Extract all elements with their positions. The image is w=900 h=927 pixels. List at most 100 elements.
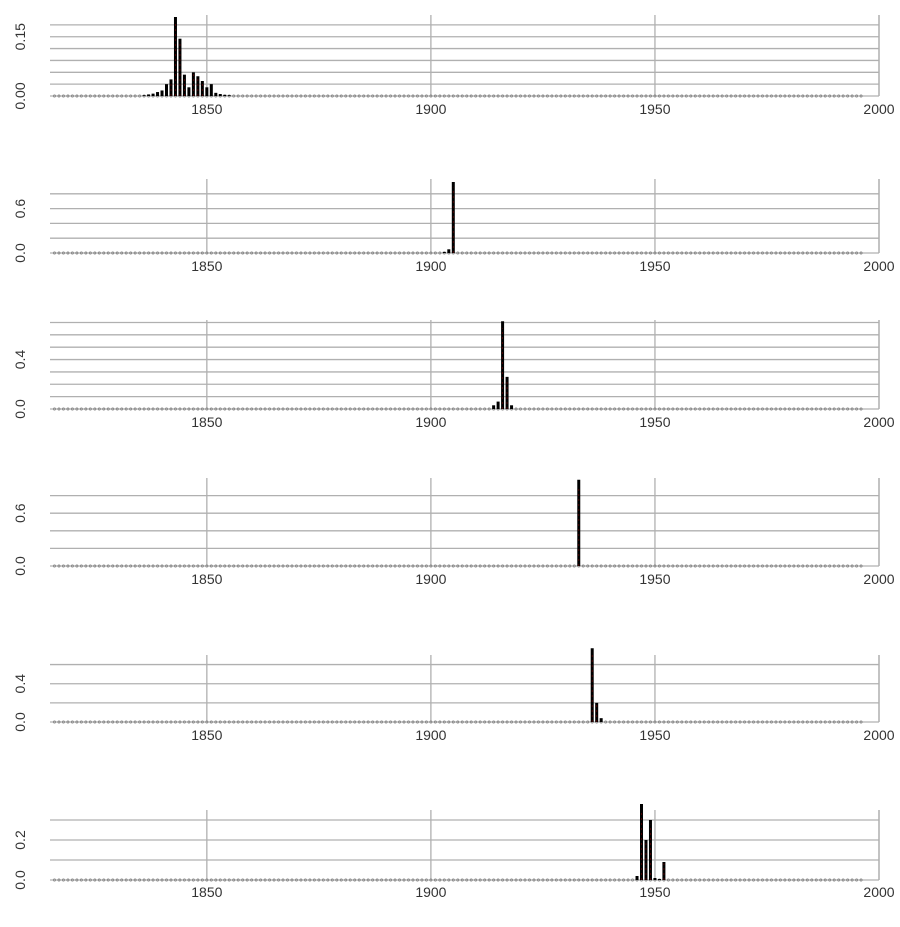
baseline-point [61, 94, 65, 98]
baseline-point [398, 407, 401, 411]
baseline-point [810, 564, 814, 568]
baseline-point [415, 878, 419, 882]
baseline-point [675, 251, 679, 255]
baseline-point [151, 878, 155, 882]
baseline-point [626, 564, 630, 568]
baseline-point [528, 251, 531, 255]
baseline-point [106, 720, 110, 724]
baseline-point [53, 878, 56, 882]
baseline-point [680, 407, 684, 411]
baseline-point [357, 564, 361, 568]
baseline-point [259, 94, 263, 98]
baseline-point [227, 720, 231, 724]
baseline-point [492, 251, 496, 255]
baseline-point [689, 720, 693, 724]
baseline-point [761, 94, 764, 98]
baseline-point [662, 251, 666, 255]
baseline-point [286, 720, 289, 724]
baseline-point [411, 564, 415, 568]
baseline-point [129, 720, 133, 724]
baseline-point [191, 407, 195, 411]
baseline-point [469, 94, 473, 98]
baseline-point [142, 251, 146, 255]
x-tick-label: 2000 [863, 727, 894, 743]
baseline-point [747, 94, 751, 98]
baseline-point [196, 720, 200, 724]
baseline-point [442, 878, 446, 882]
baseline-point [545, 878, 549, 882]
baseline-point [483, 564, 487, 568]
baseline-point [478, 251, 482, 255]
baseline-point [308, 878, 312, 882]
baseline-point [102, 94, 106, 98]
baseline-point [671, 407, 675, 411]
baseline-point [752, 878, 755, 882]
baseline-point [178, 407, 182, 411]
baseline-point [725, 94, 729, 98]
baseline-point [595, 94, 599, 98]
baseline-point [429, 720, 433, 724]
baseline-point [519, 407, 522, 411]
baseline-point [97, 251, 101, 255]
baseline-point [510, 251, 514, 255]
baseline-point [326, 94, 330, 98]
baseline-point [75, 878, 79, 882]
baseline-point [366, 720, 370, 724]
baseline-point [747, 251, 751, 255]
baseline-point [151, 720, 155, 724]
baseline-point [532, 878, 536, 882]
baseline-point [859, 878, 863, 882]
baseline-point [236, 564, 240, 568]
baseline-point [245, 94, 249, 98]
baseline-point [846, 251, 850, 255]
baseline-point [227, 564, 231, 568]
baseline-point [380, 720, 384, 724]
baseline-point [496, 564, 500, 568]
baseline-point [581, 564, 585, 568]
baseline-point [142, 564, 146, 568]
baseline-point [303, 878, 307, 882]
baseline-point [326, 407, 330, 411]
baseline-point [451, 564, 455, 568]
baseline-point [568, 407, 572, 411]
baseline-point [348, 407, 352, 411]
baseline-point [828, 564, 832, 568]
baseline-point [424, 564, 428, 568]
baseline-point [684, 720, 688, 724]
baseline-point [241, 251, 245, 255]
baseline-point [720, 564, 724, 568]
baseline-point [770, 94, 773, 98]
baseline-point [559, 94, 563, 98]
baseline-point [460, 407, 464, 411]
baseline-point [272, 251, 276, 255]
baseline-point [187, 564, 191, 568]
baseline-point [693, 720, 697, 724]
baseline-point [196, 251, 200, 255]
baseline-point [281, 251, 285, 255]
baseline-point [290, 407, 294, 411]
baseline-point [586, 94, 590, 98]
baseline-point [666, 407, 670, 411]
baseline-point [653, 720, 657, 724]
baseline-point [447, 564, 451, 568]
baseline-point [850, 251, 854, 255]
baseline-point [420, 251, 424, 255]
baseline-point [796, 878, 800, 882]
baseline-point [577, 251, 581, 255]
baseline-point [214, 720, 218, 724]
baseline-point [689, 407, 693, 411]
baseline-point [608, 564, 612, 568]
baseline-point [456, 720, 460, 724]
baseline-point [357, 878, 361, 882]
baseline-point [182, 720, 186, 724]
baseline-point [429, 878, 433, 882]
baseline-point [366, 251, 370, 255]
y-tick-label: 0.6 [12, 199, 28, 219]
baseline-point [474, 407, 478, 411]
panel-6: 1850 1900 1950 2000 0.0 0.2 [12, 804, 895, 900]
baseline-point [214, 564, 218, 568]
baseline-point [245, 564, 249, 568]
baseline-point [662, 94, 666, 98]
baseline-point [550, 407, 554, 411]
baseline-point [281, 407, 285, 411]
